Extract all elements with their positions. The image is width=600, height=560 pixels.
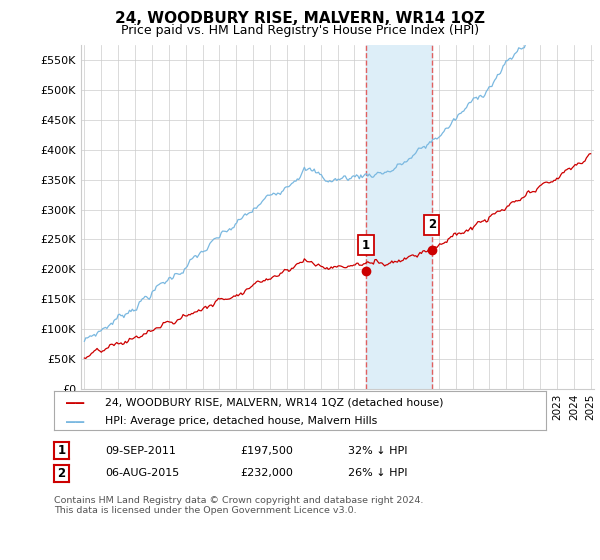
Text: 2: 2 [58, 466, 66, 480]
Text: 1: 1 [58, 444, 66, 458]
Text: 2: 2 [428, 218, 436, 231]
Text: Price paid vs. HM Land Registry's House Price Index (HPI): Price paid vs. HM Land Registry's House … [121, 24, 479, 36]
Text: 06-AUG-2015: 06-AUG-2015 [105, 468, 179, 478]
Text: 1: 1 [362, 239, 370, 252]
Text: 32% ↓ HPI: 32% ↓ HPI [348, 446, 407, 456]
Text: Contains HM Land Registry data © Crown copyright and database right 2024.
This d: Contains HM Land Registry data © Crown c… [54, 496, 424, 515]
Text: ——: —— [66, 414, 84, 428]
Text: ——: —— [66, 395, 84, 409]
Text: 24, WOODBURY RISE, MALVERN, WR14 1QZ (detached house): 24, WOODBURY RISE, MALVERN, WR14 1QZ (de… [105, 397, 443, 407]
Text: 09-SEP-2011: 09-SEP-2011 [105, 446, 176, 456]
Text: 24, WOODBURY RISE, MALVERN, WR14 1QZ: 24, WOODBURY RISE, MALVERN, WR14 1QZ [115, 11, 485, 26]
Text: HPI: Average price, detached house, Malvern Hills: HPI: Average price, detached house, Malv… [105, 416, 377, 426]
Bar [366, 45, 432, 389]
Text: £197,500: £197,500 [240, 446, 293, 456]
Text: 26% ↓ HPI: 26% ↓ HPI [348, 468, 407, 478]
Text: £232,000: £232,000 [240, 468, 293, 478]
